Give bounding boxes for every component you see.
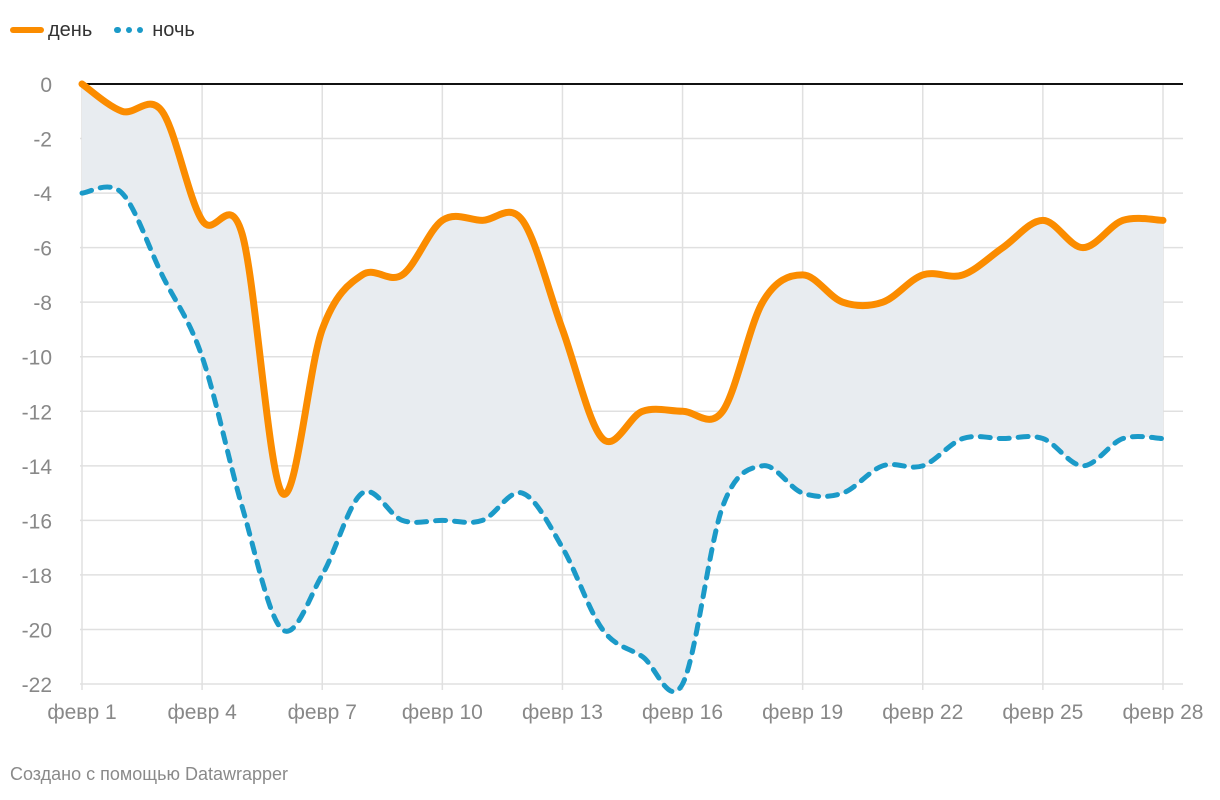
- y-tick-label: -12: [22, 401, 52, 424]
- y-tick-label: -8: [33, 292, 52, 315]
- x-tick-label: февр 22: [882, 701, 963, 724]
- y-tick-label: -14: [22, 456, 53, 479]
- y-tick-label: -6: [33, 238, 52, 261]
- series-line-day: [78, 80, 1167, 498]
- x-tick-label: февр 7: [288, 701, 357, 724]
- y-tick-label: -2: [33, 129, 52, 152]
- x-tick-label: февр 13: [522, 701, 603, 724]
- legend-item-night: ночь: [114, 19, 195, 42]
- x-tick-label: февр 1: [47, 701, 116, 724]
- y-tick-label: -20: [22, 619, 52, 642]
- y-tick-label: 0: [40, 74, 52, 97]
- legend-label-day: день: [48, 18, 93, 41]
- legend: день ночь: [10, 16, 217, 44]
- x-tick-label: февр 25: [1002, 701, 1083, 724]
- x-tick-label: февр 10: [402, 701, 483, 724]
- x-tick-label: февр 4: [167, 701, 237, 724]
- y-tick-label: -22: [22, 674, 52, 697]
- x-tick-label: февр 19: [762, 701, 843, 724]
- credit-text: Создано с помощью Datawrapper: [10, 764, 289, 784]
- x-tick-label: февр 16: [642, 701, 723, 724]
- y-tick-label: -10: [22, 347, 52, 370]
- series-line-night: [79, 184, 1166, 695]
- legend-swatch-day: [10, 27, 44, 33]
- y-tick-label: -4: [33, 183, 52, 206]
- y-tick-label: -18: [22, 565, 52, 588]
- range-area-fill: [82, 84, 1163, 692]
- legend-swatch-night: [114, 27, 148, 33]
- legend-label-night: ночь: [152, 18, 195, 41]
- legend-item-day: день: [10, 19, 92, 42]
- x-tick-label: февр 28: [1123, 701, 1204, 724]
- line-chart: 0 -2 -4 -6 -8 -10 -12 -14 -16 -18 -20 -22 февр 1 февр…: [22, 74, 1204, 724]
- y-tick-label: -16: [22, 510, 52, 533]
